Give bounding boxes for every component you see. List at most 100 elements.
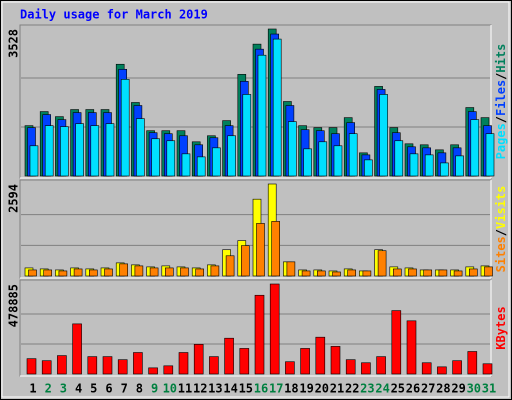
bar: [301, 270, 311, 277]
bar: [166, 140, 176, 177]
bar: [300, 348, 310, 375]
bar: [57, 355, 67, 375]
x-tick-label: 29: [451, 382, 465, 396]
bar: [330, 346, 341, 375]
bar: [181, 153, 191, 177]
y-tick-label: 478885: [7, 284, 21, 327]
bar: [134, 265, 144, 277]
bar: [225, 255, 235, 277]
bar: [224, 337, 234, 375]
bar: [28, 269, 37, 277]
legend-separator: /: [494, 229, 508, 236]
x-tick-label: 13: [208, 382, 222, 396]
legend-separator: /: [494, 73, 508, 80]
bar: [148, 367, 158, 375]
x-tick-label: 1: [29, 382, 36, 396]
bar: [392, 268, 402, 277]
y-tick-label: 2594: [7, 184, 21, 213]
bar: [316, 270, 326, 277]
bar: [210, 265, 220, 277]
bar: [136, 118, 145, 177]
x-tick-label: 17: [269, 382, 283, 396]
legend: KBytes: [494, 306, 508, 349]
bar: [180, 267, 189, 277]
legend-entry: Pages: [494, 123, 508, 159]
bar: [484, 266, 493, 277]
x-tick-label: 2: [45, 382, 52, 396]
bar: [41, 360, 52, 375]
bar: [256, 223, 265, 277]
x-tick-label: 18: [284, 382, 298, 396]
x-tick-label: 25: [391, 382, 405, 396]
x-tick-label: 15: [239, 382, 253, 396]
x-tick-label: 11: [178, 382, 192, 396]
x-tick-label: 28: [436, 382, 450, 396]
bar: [452, 360, 462, 375]
bar: [438, 269, 448, 277]
bar: [105, 123, 115, 177]
bar: [437, 366, 447, 375]
bar: [242, 94, 252, 177]
x-tick-label: 20: [315, 382, 329, 396]
bar: [29, 145, 39, 177]
x-tick-label: 30: [467, 382, 481, 396]
legend-entry: Hits: [494, 44, 508, 73]
bar: [361, 362, 371, 375]
bar: [333, 145, 343, 177]
x-tick-label: 21: [330, 382, 344, 396]
bar: [239, 348, 250, 375]
bar: [254, 294, 265, 375]
x-tick-label: 16: [254, 382, 268, 396]
y-tick-label: 3528: [7, 29, 21, 58]
x-tick-label: 4: [75, 382, 82, 396]
bar: [43, 269, 53, 277]
bar: [196, 156, 206, 177]
bar: [269, 283, 280, 375]
legend-entry: Visits: [494, 186, 508, 229]
bar: [348, 133, 358, 177]
x-tick-label: 31: [482, 382, 496, 396]
bar: [377, 250, 387, 277]
bar: [455, 155, 464, 177]
bar: [332, 271, 341, 277]
bar: [409, 153, 419, 177]
x-tick-label: 24: [375, 382, 389, 396]
bar: [178, 352, 189, 375]
bar: [315, 336, 326, 375]
x-tick-label: 12: [193, 382, 207, 396]
bar: [209, 356, 219, 375]
bar: [485, 133, 495, 177]
x-tick-label: 3: [60, 382, 67, 396]
bar: [149, 267, 159, 277]
bar: [212, 147, 221, 177]
bar: [286, 261, 296, 277]
bar: [257, 54, 267, 177]
bar: [133, 352, 143, 375]
legend: Pages/Files/Hits: [494, 44, 508, 160]
legend: Sites/Visits: [494, 186, 508, 273]
bar: [364, 159, 373, 177]
bar: [120, 79, 130, 177]
bar: [90, 125, 100, 177]
bar: [468, 268, 478, 277]
bar: [193, 344, 204, 375]
bar: [391, 310, 402, 375]
x-tick-label: 7: [121, 382, 128, 396]
bar: [379, 94, 388, 177]
bar: [440, 162, 449, 177]
bar: [195, 268, 204, 277]
bar: [423, 269, 433, 277]
bar: [467, 351, 478, 375]
bar: [72, 323, 82, 375]
bar: [285, 361, 295, 375]
bar: [272, 38, 282, 177]
x-tick-label: 22: [345, 382, 359, 396]
bar: [87, 356, 98, 375]
legend-entry: Sites: [494, 236, 508, 272]
bar: [303, 148, 312, 177]
bar: [406, 320, 417, 375]
bar: [58, 270, 68, 277]
bar: [241, 245, 250, 277]
bar: [347, 269, 357, 277]
